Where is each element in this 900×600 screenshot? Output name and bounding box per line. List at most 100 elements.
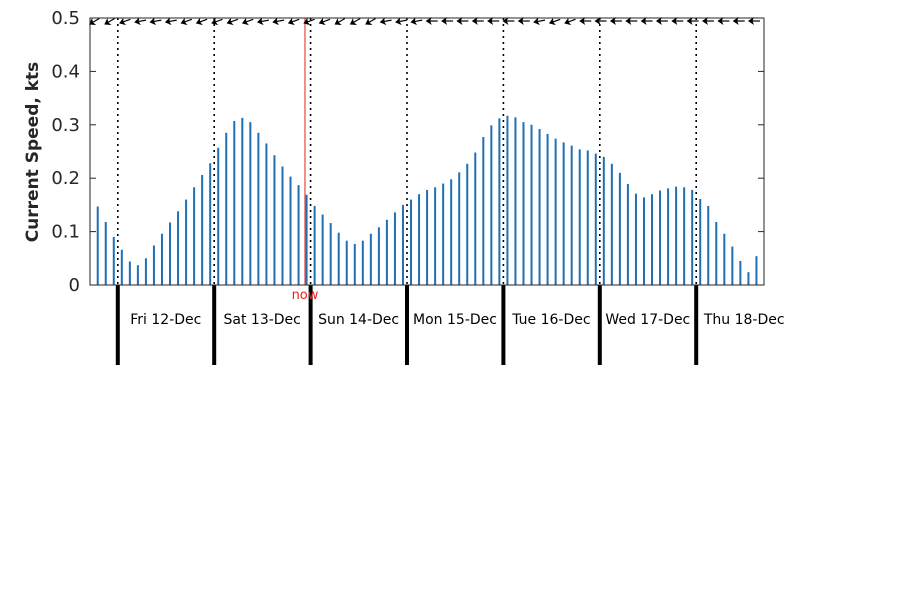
direction-arrow <box>625 17 638 25</box>
bar <box>233 121 236 285</box>
day-label: Thu 18-Dec <box>703 312 785 328</box>
bar <box>377 227 380 285</box>
direction-arrow <box>410 17 423 26</box>
bar <box>426 189 429 285</box>
bar <box>683 187 686 285</box>
y-tick-label: 0.5 <box>51 8 80 29</box>
direction-arrow <box>732 17 745 25</box>
direction-arrow <box>671 17 684 25</box>
y-axis-label: Current Speed, kts <box>23 62 43 243</box>
direction-arrow <box>164 17 177 26</box>
bar <box>482 137 485 285</box>
bar <box>257 132 260 285</box>
bar <box>634 193 637 285</box>
bar <box>225 132 228 285</box>
bar <box>530 124 533 285</box>
direction-arrow <box>241 17 254 26</box>
bar <box>321 214 324 285</box>
bar <box>570 145 573 285</box>
bar <box>361 240 364 285</box>
bar <box>385 219 388 285</box>
bar <box>297 185 300 285</box>
bar <box>217 147 220 285</box>
bar <box>715 221 718 285</box>
axes: 0 0.1 0.2 0.3 0.4 0.5 <box>51 8 765 296</box>
bar <box>353 243 356 285</box>
bar <box>538 129 541 285</box>
direction-arrow <box>686 17 699 25</box>
bar <box>691 189 694 285</box>
bar <box>450 179 453 285</box>
day-label: Wed 17-Dec <box>605 312 690 328</box>
bar <box>442 183 445 285</box>
bar <box>434 187 437 285</box>
direction-arrow <box>579 17 592 25</box>
day-label: Mon 15-Dec <box>413 312 497 328</box>
bar <box>578 149 581 285</box>
direction-arrow <box>365 17 376 25</box>
bar <box>337 232 340 285</box>
bar <box>731 246 734 285</box>
plot-frame <box>89 17 765 286</box>
bar <box>393 212 396 285</box>
now-label: now <box>292 288 319 303</box>
day-label: Sat 13-Dec <box>224 312 301 328</box>
y-tick-label: 0.4 <box>51 61 80 82</box>
bar <box>329 223 332 285</box>
bar <box>466 163 469 285</box>
direction-arrow <box>425 17 438 25</box>
bar <box>281 166 284 285</box>
y-tick-label: 0.2 <box>51 168 80 189</box>
direction-arrow <box>134 17 147 26</box>
bar <box>659 190 662 285</box>
day-label: Sun 14-Dec <box>318 312 399 328</box>
y-tick-label: 0.3 <box>51 115 80 136</box>
direction-arrow <box>334 17 346 25</box>
direction-arrow <box>287 17 300 26</box>
day-label: Fri 12-Dec <box>130 312 201 328</box>
direction-arrow <box>379 17 392 26</box>
direction-arrow <box>318 17 331 26</box>
bar <box>522 122 525 285</box>
bar <box>418 194 421 285</box>
direction-arrow <box>195 17 208 26</box>
bar <box>739 260 742 285</box>
bar <box>209 163 212 285</box>
direction-arrow <box>395 17 408 26</box>
direction-arrow <box>487 17 500 25</box>
bar <box>104 221 107 285</box>
direction-arrow <box>594 17 607 25</box>
direction-arrow <box>717 17 730 25</box>
direction-arrow <box>564 17 576 26</box>
bar <box>723 233 726 285</box>
bar <box>345 240 348 285</box>
direction-arrow <box>655 17 668 25</box>
direction-arrow <box>119 17 131 26</box>
bar <box>152 245 155 285</box>
bar <box>458 172 461 285</box>
bar <box>289 176 292 285</box>
bar <box>169 222 172 285</box>
day-gridlines: now Fri 12-Dec Sat 13-Dec Sun 14-Dec Mon 15-… <box>115 18 785 365</box>
bar <box>594 153 597 285</box>
bar <box>707 205 710 285</box>
direction-arrow <box>640 17 653 25</box>
direction-arrow <box>211 17 223 26</box>
bar <box>128 261 131 285</box>
direction-arrow <box>748 17 760 25</box>
direction-arrow <box>180 17 193 26</box>
bar <box>241 117 244 285</box>
bar <box>120 249 123 285</box>
day-label: Tue 16-Dec <box>511 312 590 328</box>
bar <box>747 272 750 285</box>
bar <box>699 199 702 285</box>
y-tick-label: 0.1 <box>51 222 80 243</box>
bar <box>562 142 565 285</box>
bar <box>554 138 557 285</box>
bar <box>273 155 276 285</box>
bar <box>675 186 678 285</box>
bar <box>96 206 99 285</box>
bar <box>144 258 147 285</box>
bar-series <box>96 115 758 285</box>
